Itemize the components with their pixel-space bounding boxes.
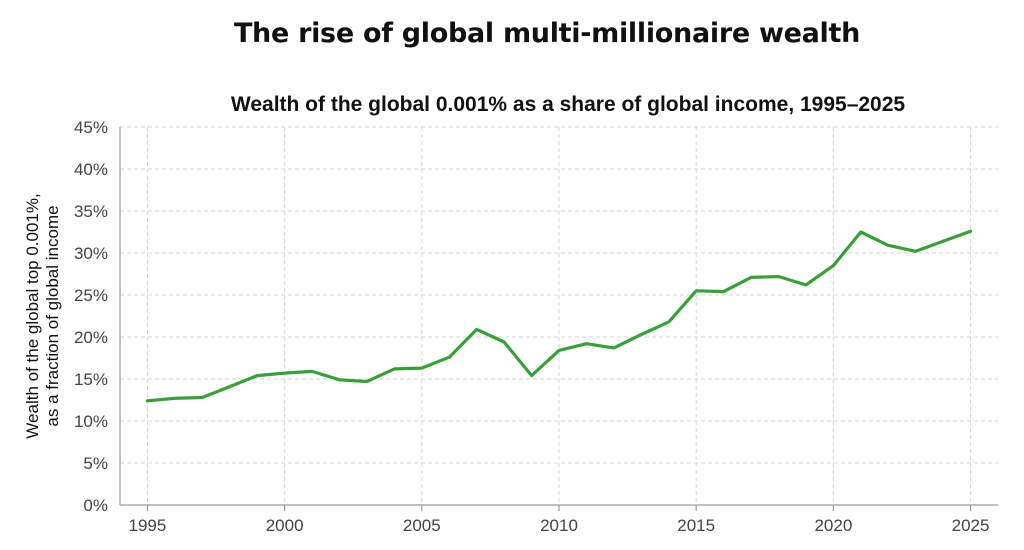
series-layer	[145, 229, 973, 403]
y-tick-label: 45%	[74, 118, 108, 137]
page-title: The rise of global multi-millionaire wea…	[233, 18, 861, 49]
chart-title: Wealth of the global 0.001% as a share o…	[231, 93, 906, 116]
y-tick-label: 20%	[74, 328, 108, 347]
y-tick-label: 30%	[74, 244, 108, 263]
y-tick-label: 5%	[83, 454, 108, 473]
series-line	[145, 229, 973, 403]
x-tick-label: 1995	[129, 516, 167, 535]
y-tick-label: 40%	[74, 160, 108, 179]
x-tick-label: 2025	[952, 516, 990, 535]
tick-labels: 0% 5% 10% 15% 20% 25% 30% 35% 40% 45% 1995 2000 2005…	[74, 118, 990, 535]
x-tick-label: 2005	[403, 516, 441, 535]
y-tick-label: 25%	[74, 286, 108, 305]
y-tick-label: 15%	[74, 370, 108, 389]
grid	[120, 126, 998, 505]
y-axis-label-line: Wealth of the global top 0.001%,	[23, 193, 42, 438]
x-tick-label: 2020	[814, 516, 852, 535]
axes	[119, 127, 998, 511]
x-tick-label: 2010	[540, 516, 578, 535]
y-tick-label: 35%	[74, 202, 108, 221]
y-tick-label: 10%	[74, 412, 108, 431]
x-tick-label: 2015	[677, 516, 715, 535]
y-axis-label: Wealth of the global top 0.001%, as a fra…	[23, 193, 62, 438]
y-tick-label: 0%	[83, 496, 108, 515]
y-axis-label-line: as a fraction of global income	[43, 205, 62, 426]
x-tick-label: 2000	[266, 516, 304, 535]
